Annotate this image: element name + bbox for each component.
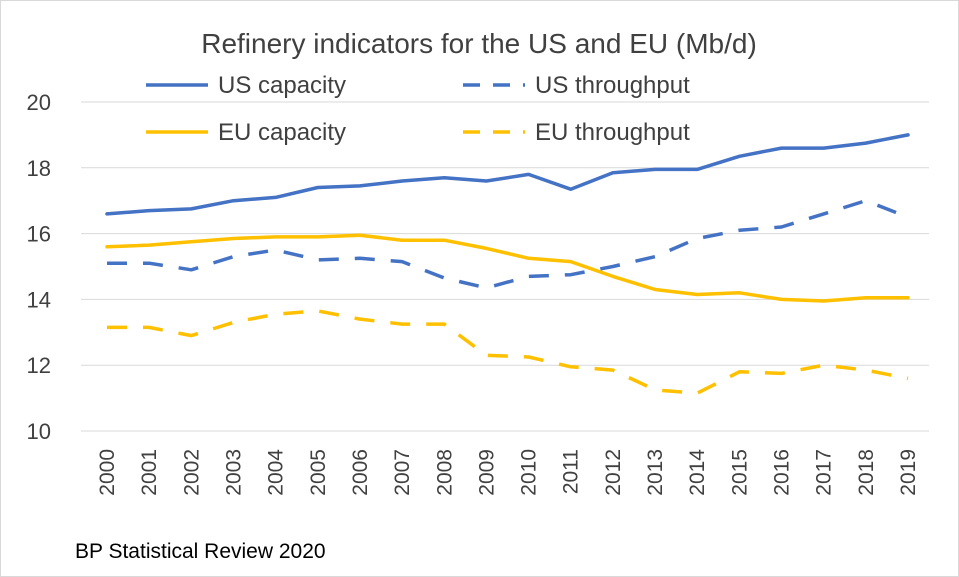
x-tick-label: 2004 bbox=[265, 449, 288, 496]
x-tick-label: 2003 bbox=[222, 449, 245, 496]
series-line-us-capacity bbox=[105, 133, 910, 216]
x-tick-label: 2007 bbox=[391, 449, 414, 496]
x-tick-label: 2006 bbox=[349, 449, 372, 496]
series-line-us-throughput bbox=[107, 198, 909, 290]
x-tick-label: 2001 bbox=[138, 449, 161, 496]
source-note: BP Statistical Review 2020 bbox=[75, 540, 326, 563]
x-tick-label: 2011 bbox=[560, 449, 583, 494]
legend: US capacity US throughput EU capacity EU th… bbox=[146, 72, 690, 146]
x-tick-label: 2009 bbox=[475, 449, 498, 496]
x-tick-label: 2014 bbox=[686, 449, 709, 496]
y-tick-label: 12 bbox=[27, 353, 51, 378]
chart-title: Refinery indicators for the US and EU (M… bbox=[201, 28, 757, 59]
x-tick-label: 2018 bbox=[855, 449, 878, 496]
series-line-eu-throughput bbox=[107, 309, 909, 395]
legend-label-us-throughput: US throughput bbox=[535, 72, 690, 99]
y-tick-label: 18 bbox=[27, 156, 51, 181]
legend-label-us-capacity: US capacity bbox=[218, 72, 346, 99]
x-tick-label: 2008 bbox=[433, 449, 456, 496]
x-tick-label: 2012 bbox=[602, 449, 625, 496]
y-tick-label: 20 bbox=[27, 90, 51, 115]
x-tick-label: 2016 bbox=[771, 449, 794, 496]
y-tick-label: 16 bbox=[27, 222, 51, 247]
x-tick-label: 2013 bbox=[644, 449, 667, 496]
series-lines bbox=[105, 133, 910, 395]
y-tick-label: 14 bbox=[27, 287, 51, 312]
x-tick-label: 2010 bbox=[518, 449, 541, 496]
legend-label-eu-throughput: EU throughput bbox=[535, 119, 690, 146]
series-line-eu-capacity bbox=[105, 233, 910, 303]
x-tick-label: 2005 bbox=[307, 449, 330, 496]
gridlines bbox=[81, 101, 929, 432]
y-axis-ticks: 10 12 14 16 18 20 bbox=[27, 90, 51, 444]
y-tick-label: 10 bbox=[27, 419, 51, 444]
x-tick-label: 2015 bbox=[728, 449, 751, 496]
x-axis-ticks: 2000 2001 2002 2003 2004 2005 2006 2007 2008 2009… bbox=[96, 449, 920, 496]
x-tick-label: 2002 bbox=[180, 449, 203, 496]
x-tick-label: 2000 bbox=[96, 449, 119, 496]
x-tick-label: 2019 bbox=[897, 449, 920, 496]
legend-label-eu-capacity: EU capacity bbox=[218, 119, 346, 146]
x-tick-label: 2017 bbox=[813, 449, 836, 496]
